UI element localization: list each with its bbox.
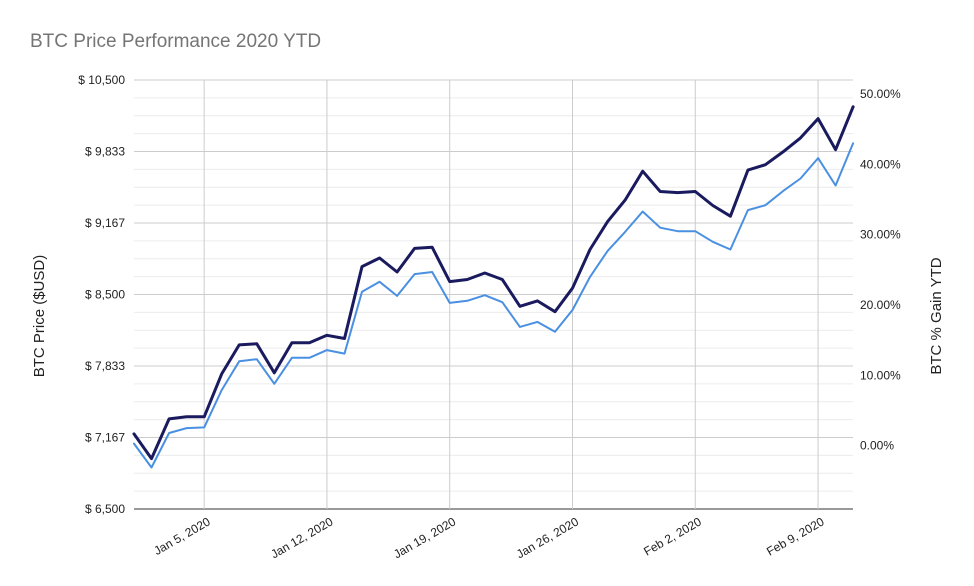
major-gridlines	[134, 79, 853, 510]
right-tick-label: 0.00%	[860, 439, 894, 453]
x-tick-label: Jan 26, 2020	[514, 514, 581, 561]
x-tick-label: Jan 19, 2020	[391, 514, 458, 561]
left-tick-label: $ 7,833	[85, 359, 125, 373]
right-tick-label: 30.00%	[860, 228, 901, 242]
left-axis-ticks: $ 6,500 $ 7,167 $ 7,833 $ 8,500 $ 9,167 $ 9,8…	[78, 73, 125, 516]
right-tick-label: 40.00%	[860, 157, 901, 171]
x-tick-label: Feb 9, 2020	[764, 514, 827, 558]
series-layer	[132, 105, 855, 469]
left-tick-label: $ 9,167	[85, 216, 125, 230]
x-tick-label: Jan 5, 2020	[151, 514, 213, 558]
x-axis-ticks: Jan 5, 2020 Jan 12, 2020 Jan 19, 2020 Jan 2…	[151, 514, 826, 561]
right-axis-title: BTC % Gain YTD	[928, 257, 945, 374]
left-tick-label: $ 6,500	[85, 502, 125, 516]
left-tick-label: $ 9,833	[85, 145, 125, 159]
left-tick-label: $ 8,500	[85, 288, 125, 302]
right-tick-label: 10.00%	[860, 368, 901, 382]
left-tick-label: $ 7,167	[85, 430, 125, 444]
x-tick-label: Jan 12, 2020	[268, 514, 335, 561]
right-axis-ticks: 0.00% 10.00% 20.00% 30.00% 40.00% 50.00%	[860, 87, 901, 453]
right-tick-label: 20.00%	[860, 298, 901, 312]
x-tick-label: Feb 2, 2020	[641, 514, 704, 558]
left-tick-label: $ 10,500	[78, 73, 125, 87]
right-tick-label: 50.00%	[860, 87, 901, 101]
chart-title: BTC Price Performance 2020 YTD	[30, 31, 322, 52]
btc-gain-line	[133, 142, 855, 469]
btc-price-line	[132, 105, 855, 461]
left-axis-title: BTC Price ($USD)	[31, 255, 48, 378]
